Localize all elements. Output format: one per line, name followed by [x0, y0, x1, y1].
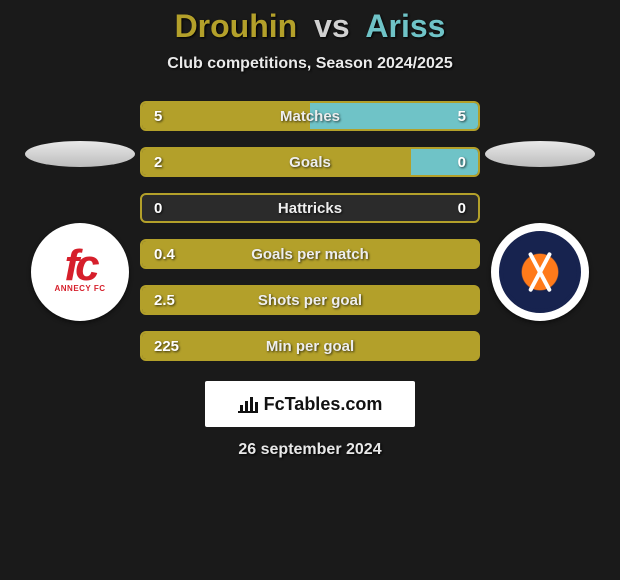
- annecy-fc-logo: fc ANNECY FC: [31, 223, 129, 321]
- bar-value-left: 0.4: [142, 246, 202, 263]
- bar-value-left: 5: [142, 108, 202, 125]
- bar-label: Hattricks: [202, 200, 418, 217]
- stat-bar: 2.5Shots per goal: [140, 285, 480, 315]
- club-logo-glyph: fc: [64, 251, 95, 282]
- subtitle: Club competitions, Season 2024/2025: [0, 55, 620, 73]
- tappara-style-logo: [499, 231, 581, 313]
- footer-date: 26 september 2024: [0, 441, 620, 459]
- bar-label: Shots per goal: [202, 292, 418, 309]
- bar-label: Min per goal: [202, 338, 418, 355]
- club-logo-text: ANNECY FC: [54, 284, 105, 293]
- bar-label: Goals per match: [202, 246, 418, 263]
- bar-value-left: 225: [142, 338, 202, 355]
- stat-bar: 0Hattricks0: [140, 193, 480, 223]
- stat-bar: 2Goals0: [140, 147, 480, 177]
- main-row: fc ANNECY FC 5Matches52Goals00Hattricks0…: [0, 101, 620, 361]
- stat-bar: 0.4Goals per match: [140, 239, 480, 269]
- bar-value-left: 2.5: [142, 292, 202, 309]
- page-title: Drouhin vs Ariss: [0, 8, 620, 45]
- comparison-card: Drouhin vs Ariss Club competitions, Seas…: [0, 0, 620, 459]
- bar-label: Matches: [202, 108, 418, 125]
- stat-bars: 5Matches52Goals00Hattricks00.4Goals per …: [140, 101, 480, 361]
- bar-label: Goals: [202, 154, 418, 171]
- vs-label: vs: [314, 8, 350, 44]
- player1-silhouette: [25, 141, 135, 167]
- chart-icon: [238, 395, 258, 413]
- stat-bar: 225Min per goal: [140, 331, 480, 361]
- stat-bar: 5Matches5: [140, 101, 480, 131]
- right-column: [480, 141, 600, 321]
- site-name: FcTables.com: [264, 394, 383, 415]
- bar-value-right: 5: [418, 108, 478, 125]
- fctables-logo: FcTables.com: [205, 381, 415, 427]
- bar-value-left: 2: [142, 154, 202, 171]
- player1-name: Drouhin: [175, 8, 298, 44]
- bar-value-right: 0: [418, 200, 478, 217]
- bar-value-left: 0: [142, 200, 202, 217]
- player2-name: Ariss: [365, 8, 445, 44]
- left-column: fc ANNECY FC: [20, 141, 140, 321]
- bar-value-right: 0: [418, 154, 478, 171]
- player2-club-badge: [491, 223, 589, 321]
- player1-club-badge: fc ANNECY FC: [31, 223, 129, 321]
- player2-silhouette: [485, 141, 595, 167]
